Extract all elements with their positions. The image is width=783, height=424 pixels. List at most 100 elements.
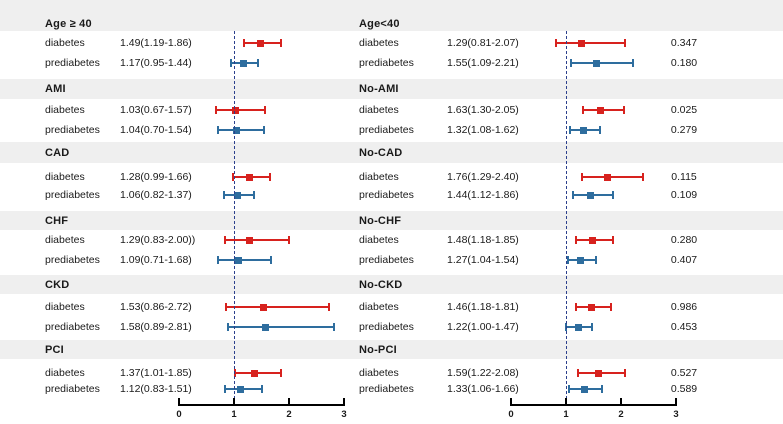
hr-ci-value: 1.48(1.18-1.85) [447, 234, 519, 246]
p-interaction-value: 0.589 [670, 383, 698, 395]
hr-ci-value: 1.27(1.04-1.54) [447, 254, 519, 266]
section-band-0 [0, 0, 783, 31]
hr-point-marker [597, 106, 605, 114]
p-interaction-value: 0.407 [670, 254, 698, 266]
axis-tick-label: 0 [508, 409, 514, 420]
row-label: diabetes [359, 37, 399, 49]
ci-cap-left [569, 126, 572, 134]
hr-point-marker [588, 236, 596, 244]
ci-cap-right [280, 39, 283, 47]
hr-ci-value: 1.09(0.71-1.68) [120, 254, 192, 266]
axis-tick-label: 1 [563, 409, 569, 420]
ci-cap-left [554, 39, 557, 47]
hr-ci-value: 1.76(1.29-2.40) [447, 171, 519, 183]
hr-ci-value: 1.58(0.89-2.81) [120, 321, 192, 333]
axis-tick [675, 398, 677, 404]
hr-point-marker [250, 369, 258, 377]
hr-point-marker [574, 323, 582, 331]
ci-cap-left [577, 369, 580, 377]
hr-ci-value: 1.46(1.18-1.81) [447, 301, 519, 313]
ci-cap-left [223, 236, 226, 244]
ci-cap-left [223, 385, 226, 393]
ci-cap-right [269, 173, 272, 181]
p-interaction-value: 0.109 [670, 189, 698, 201]
p-interaction-value: 0.279 [670, 124, 698, 136]
ci-cap-right [264, 106, 267, 114]
ci-cap-right [612, 191, 615, 199]
row-label: prediabetes [45, 124, 100, 136]
p-interaction-value: 0.025 [670, 104, 698, 116]
ci-cap-left [567, 256, 570, 264]
x-axis [178, 404, 345, 406]
ci-line [217, 129, 264, 131]
hr-ci-value: 1.37(1.01-1.85) [120, 367, 192, 379]
ci-cap-right [257, 59, 260, 67]
ci-cap-right [332, 323, 335, 331]
ci-cap-right [624, 369, 627, 377]
ci-line [215, 109, 266, 111]
row-label: prediabetes [45, 321, 100, 333]
ci-cap-left [581, 106, 584, 114]
row-label: prediabetes [359, 189, 414, 201]
ci-line [227, 326, 334, 328]
ci-cap-left [580, 173, 583, 181]
axis-tick [620, 398, 622, 404]
hr-ci-value: 1.33(1.06-1.66) [447, 383, 519, 395]
ci-line [226, 306, 329, 308]
row-label: diabetes [359, 104, 399, 116]
ci-cap-right [599, 126, 602, 134]
ci-cap-left [568, 385, 571, 393]
ci-cap-right [623, 39, 626, 47]
axis-tick [178, 398, 180, 404]
section-band-1 [0, 79, 783, 99]
section-band-3 [0, 211, 783, 230]
axis-tick-label: 3 [673, 409, 679, 420]
row-label: diabetes [45, 37, 85, 49]
row-label: diabetes [359, 234, 399, 246]
hr-point-marker [257, 39, 265, 47]
hr-point-marker [587, 303, 595, 311]
hr-ci-value: 1.28(0.99-1.66) [120, 171, 192, 183]
ci-cap-left [243, 39, 246, 47]
ci-line [224, 239, 289, 241]
ci-cap-left [574, 303, 577, 311]
row-label: prediabetes [45, 383, 100, 395]
ci-cap-right [270, 256, 273, 264]
row-label: prediabetes [359, 321, 414, 333]
hr-point-marker [239, 59, 247, 67]
row-label: diabetes [359, 301, 399, 313]
reference-line [234, 31, 235, 404]
hr-point-marker [262, 323, 270, 331]
ci-cap-right [642, 173, 644, 181]
hr-point-marker [233, 191, 241, 199]
axis-tick [510, 398, 512, 404]
hr-ci-value: 1.44(1.12-1.86) [447, 189, 519, 201]
ci-cap-left [574, 236, 577, 244]
hr-ci-value: 1.49(1.19-1.86) [120, 37, 192, 49]
ci-cap-left [217, 256, 220, 264]
ci-cap-right [288, 236, 290, 244]
ci-cap-left [214, 106, 217, 114]
hr-point-marker [245, 173, 253, 181]
hr-point-marker [604, 173, 612, 181]
ci-cap-left [230, 59, 233, 67]
row-label: diabetes [45, 301, 85, 313]
section-title: No-CAD [359, 146, 403, 159]
ci-cap-right [601, 385, 604, 393]
p-interaction-value: 0.180 [670, 57, 698, 69]
hr-ci-value: 1.22(1.00-1.47) [447, 321, 519, 333]
section-band-5 [0, 340, 783, 359]
hr-point-marker [232, 106, 240, 114]
hr-ci-value: 1.29(0.83-2.00)) [120, 234, 196, 246]
row-label: prediabetes [359, 57, 414, 69]
section-title: AMI [45, 83, 66, 95]
row-label: prediabetes [45, 254, 100, 266]
axis-tick [288, 398, 290, 404]
section-title: No-AMI [359, 83, 399, 95]
hr-point-marker [580, 385, 588, 393]
p-interaction-value: 0.347 [670, 37, 698, 49]
row-label: prediabetes [359, 254, 414, 266]
section-title: CKD [45, 278, 70, 291]
ci-cap-right [253, 191, 256, 199]
